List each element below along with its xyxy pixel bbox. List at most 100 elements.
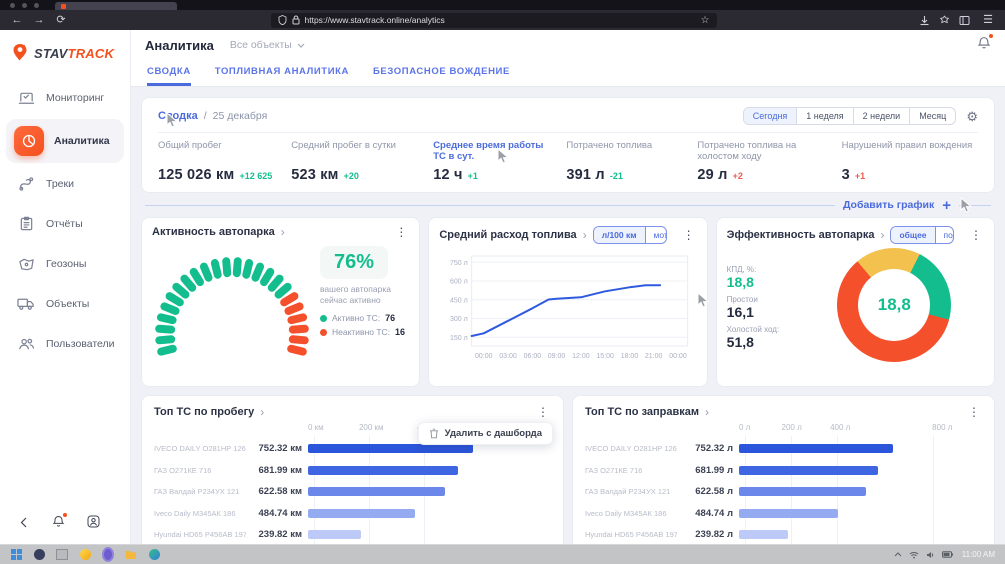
- sidebar-item-analytics[interactable]: Аналитика: [6, 119, 124, 163]
- objects-filter-dropdown[interactable]: Все объекты: [230, 39, 305, 51]
- remove-from-dashboard-item[interactable]: Удалить с дашборда: [445, 428, 542, 439]
- window-control-dot[interactable]: [22, 3, 27, 8]
- bar[interactable]: [739, 487, 866, 496]
- period-button[interactable]: Месяц: [909, 108, 955, 124]
- tab-active[interactable]: СВОДКА: [147, 60, 191, 86]
- breadcrumb-summary-link[interactable]: Сводка: [158, 110, 198, 122]
- kebab-menu-icon[interactable]: ⋮: [393, 226, 409, 238]
- browser-menu-icon[interactable]: ☰: [979, 15, 997, 26]
- chevron-right-icon[interactable]: ›: [705, 406, 709, 418]
- kebab-menu-icon[interactable]: ⋮: [966, 406, 982, 418]
- bar[interactable]: [739, 509, 838, 518]
- taskbar-app-icon[interactable]: [79, 549, 91, 561]
- summary-stat: Средний пробег в сутки523 км+20: [291, 140, 423, 183]
- logo[interactable]: STAVTRACK: [0, 30, 130, 75]
- wifi-icon[interactable]: [909, 551, 919, 559]
- tracks-icon: [16, 174, 36, 194]
- chevron-right-icon[interactable]: ›: [281, 226, 285, 238]
- vehicle-name: IVECO DAILY О281НР 126: [585, 438, 677, 460]
- url-bar[interactable]: https://www.stavtrack.online/analytics ☆: [271, 13, 717, 28]
- notifications-bell-icon[interactable]: [52, 515, 65, 533]
- stat-value: 391 л: [566, 167, 604, 183]
- sidebar-item-reports[interactable]: Отчёты: [0, 205, 130, 243]
- window-control-dot[interactable]: [10, 3, 15, 8]
- taskbar-app-icon[interactable]: [148, 549, 160, 561]
- settings-gear-icon[interactable]: ⚙: [966, 110, 978, 123]
- bar[interactable]: [308, 444, 473, 453]
- efficiency-metrics: КПД, %:18,8Простои16,1Холостой ход:51,8: [727, 260, 805, 350]
- extensions-icon[interactable]: [939, 15, 950, 26]
- stat-value-row: 391 л-21: [566, 167, 687, 183]
- profile-icon[interactable]: [87, 515, 100, 533]
- toggle-button[interactable]: подробно: [935, 227, 954, 243]
- add-chart-button[interactable]: Добавить график: [843, 199, 934, 211]
- add-chart-plus-icon[interactable]: +: [942, 198, 951, 213]
- file-explorer-icon[interactable]: [125, 549, 137, 561]
- sidebar-toggle-icon[interactable]: [959, 15, 970, 26]
- bar[interactable]: [308, 466, 458, 475]
- toggle-button[interactable]: моточасы: [645, 227, 667, 243]
- chevron-right-icon[interactable]: ›: [880, 229, 884, 241]
- browser-tab[interactable]: [55, 2, 177, 10]
- clock[interactable]: 11:00 AM: [962, 550, 995, 559]
- collapse-sidebar-icon[interactable]: [18, 515, 30, 533]
- bar[interactable]: [739, 444, 893, 453]
- taskbar-app-icon[interactable]: [33, 549, 45, 561]
- bar-track: [739, 503, 982, 525]
- sidebar-item-geozones[interactable]: Геозоны: [0, 245, 130, 283]
- bookmark-star-icon[interactable]: ☆: [701, 15, 710, 26]
- sidebar-item-monitoring[interactable]: Мониторинг: [0, 79, 130, 117]
- main-area: Аналитика Все объекты СВОДКАТОПЛИВНАЯ АН…: [131, 30, 1005, 545]
- chevron-right-icon[interactable]: ›: [260, 406, 264, 418]
- tray-expand-icon[interactable]: [894, 552, 902, 557]
- period-button[interactable]: 2 недели: [853, 108, 910, 124]
- avg-fuel-card: Средний расход топлива › л/100 кммоточас…: [428, 217, 707, 387]
- kebab-menu-icon[interactable]: ⋮: [968, 229, 984, 241]
- svg-text:21:00: 21:00: [645, 353, 663, 360]
- start-button[interactable]: [10, 549, 22, 561]
- taskbar-app-icon[interactable]: [56, 549, 68, 561]
- tracking-protection-shield-icon[interactable]: [278, 15, 287, 25]
- taskbar-app-icon[interactable]: [102, 549, 114, 561]
- stat-label: Потрачено топлива: [566, 140, 687, 163]
- stat-label: Нарушений правил вождения: [842, 140, 978, 163]
- window-control-dot[interactable]: [34, 3, 39, 8]
- summary-stat: Нарушений правил вождения3+1: [842, 140, 978, 183]
- metric-label: КПД, %:: [727, 265, 805, 274]
- downloads-icon[interactable]: [919, 15, 930, 26]
- summary-stat: Потрачено топлива на холостом ходу29 л+2: [697, 140, 831, 183]
- sidebar-item-label: Геозоны: [46, 258, 86, 270]
- gauge-segment: [286, 344, 307, 357]
- chevron-right-icon[interactable]: ›: [583, 229, 587, 241]
- bar[interactable]: [308, 530, 361, 539]
- volume-icon[interactable]: [926, 551, 935, 559]
- vehicle-name: Hyundai HD65 Р456АВ 197: [154, 524, 246, 545]
- tab-item[interactable]: БЕЗОПАСНОЕ ВОЖДЕНИЕ: [373, 60, 510, 86]
- bar[interactable]: [739, 466, 878, 475]
- toggle-button[interactable]: общее: [891, 227, 934, 243]
- sidebar-item-objects[interactable]: Объекты: [0, 285, 130, 323]
- back-button[interactable]: ←: [8, 15, 26, 26]
- toggle-button[interactable]: л/100 км: [594, 227, 645, 243]
- bar[interactable]: [308, 487, 445, 496]
- sidebar-item-users[interactable]: Пользователи: [0, 325, 130, 363]
- kebab-menu-icon[interactable]: ⋮: [535, 406, 551, 418]
- battery-icon[interactable]: [942, 551, 953, 558]
- period-button[interactable]: 1 неделя: [796, 108, 852, 124]
- kebab-menu-icon[interactable]: ⋮: [681, 229, 697, 241]
- stat-label[interactable]: Среднее время работы ТС в сут.: [433, 140, 556, 163]
- reload-button[interactable]: ⟳: [52, 15, 70, 26]
- sidebar-item-tracks[interactable]: Треки: [0, 165, 130, 203]
- svg-text:09:00: 09:00: [548, 353, 566, 360]
- bar-value: 681.99 л: [683, 465, 733, 476]
- legend-item: Неактивно ТС: 16: [320, 327, 410, 337]
- period-button[interactable]: Сегодня: [744, 108, 797, 124]
- site-favicon-icon: [61, 4, 66, 9]
- header-notifications-icon[interactable]: [977, 36, 991, 55]
- bar[interactable]: [739, 530, 788, 539]
- forward-button[interactable]: →: [30, 15, 48, 26]
- logo-track: TRACK: [68, 46, 115, 61]
- bar[interactable]: [308, 509, 415, 518]
- sidebar-footer: [0, 505, 130, 545]
- tab-item[interactable]: ТОПЛИВНАЯ АНАЛИТИКА: [215, 60, 349, 86]
